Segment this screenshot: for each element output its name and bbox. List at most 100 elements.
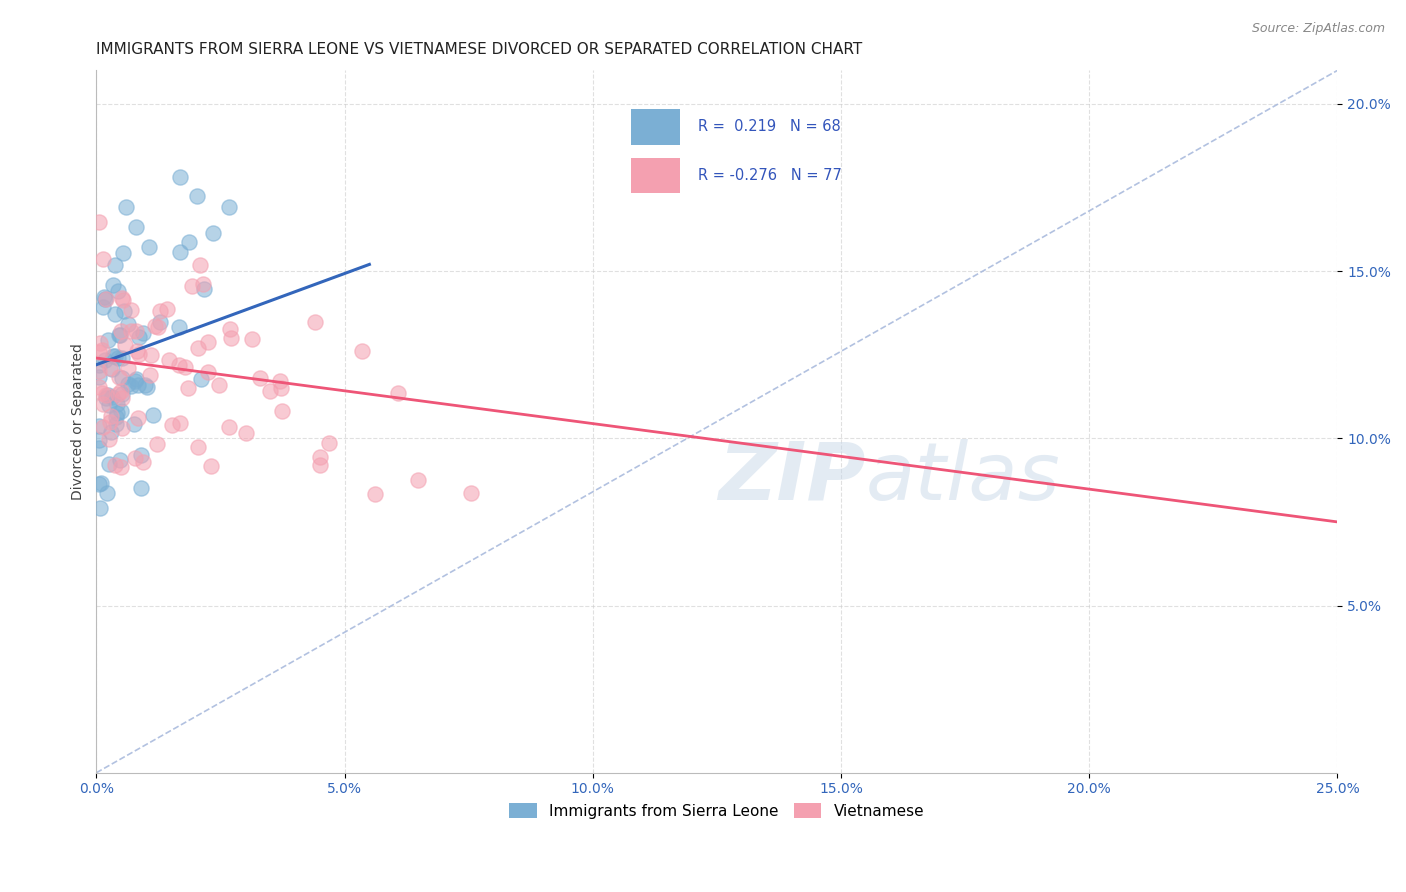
Point xyxy=(208,378,231,392)
Point xyxy=(120,324,142,338)
Point xyxy=(110,453,132,467)
Point xyxy=(169,169,191,184)
Point xyxy=(105,406,128,420)
Point xyxy=(218,420,240,434)
Point xyxy=(107,284,129,298)
Text: IMMIGRANTS FROM SIERRA LEONE VS VIETNAMESE DIVORCED OR SEPARATED CORRELATION CHA: IMMIGRANTS FROM SIERRA LEONE VS VIETNAME… xyxy=(97,42,863,57)
Point xyxy=(186,189,208,203)
Point xyxy=(132,455,155,469)
Point xyxy=(240,332,263,346)
Point xyxy=(101,361,124,376)
Point xyxy=(174,360,197,375)
Point xyxy=(105,397,128,411)
Point xyxy=(91,397,114,411)
Y-axis label: Divorced or Separated: Divorced or Separated xyxy=(72,343,86,500)
Point xyxy=(219,331,242,345)
Point xyxy=(318,436,340,450)
Point xyxy=(127,378,149,392)
Point xyxy=(142,408,165,422)
Point xyxy=(111,351,134,365)
Point xyxy=(114,338,136,352)
Text: Source: ZipAtlas.com: Source: ZipAtlas.com xyxy=(1251,22,1385,36)
Point xyxy=(138,240,160,254)
Point xyxy=(110,404,132,418)
Point xyxy=(139,368,162,383)
Point xyxy=(87,358,110,372)
Point xyxy=(87,345,110,359)
Point xyxy=(98,432,121,446)
Point xyxy=(115,200,138,214)
Point xyxy=(98,415,121,429)
Point xyxy=(132,326,155,340)
Point xyxy=(100,409,122,423)
Point xyxy=(94,391,117,405)
Point xyxy=(89,335,111,350)
Point xyxy=(180,278,202,293)
Point xyxy=(309,450,332,465)
Point xyxy=(169,416,191,430)
Point xyxy=(157,352,180,367)
Point xyxy=(149,315,172,329)
Point xyxy=(97,388,120,402)
Point xyxy=(110,392,132,406)
Point xyxy=(87,215,110,229)
Point xyxy=(96,292,118,306)
Point xyxy=(122,417,145,432)
Point xyxy=(98,398,121,412)
Point xyxy=(269,374,291,388)
Point xyxy=(90,343,112,357)
Point xyxy=(218,322,240,336)
Point xyxy=(352,343,374,358)
Point xyxy=(93,292,115,306)
Point xyxy=(96,485,118,500)
Point xyxy=(193,282,215,296)
Point xyxy=(111,291,134,305)
Point xyxy=(108,369,131,384)
Point xyxy=(187,440,209,454)
Point xyxy=(110,324,132,338)
Point xyxy=(93,290,115,304)
Point xyxy=(125,372,148,386)
Point xyxy=(104,258,127,272)
Point xyxy=(187,341,209,355)
Point xyxy=(87,370,110,384)
Point xyxy=(91,252,114,266)
Point xyxy=(136,380,159,394)
Point xyxy=(145,437,167,451)
Point xyxy=(177,381,200,395)
Point xyxy=(104,417,127,432)
Point xyxy=(308,458,330,472)
Point xyxy=(120,378,142,392)
Point xyxy=(128,347,150,361)
Point xyxy=(387,386,409,401)
Point xyxy=(90,475,112,490)
Point xyxy=(101,349,124,363)
Point xyxy=(125,324,148,338)
Point xyxy=(104,349,127,363)
Point xyxy=(124,451,146,466)
Point xyxy=(110,459,132,474)
Point xyxy=(139,348,162,362)
Point xyxy=(149,304,172,318)
Point xyxy=(129,448,152,462)
Point xyxy=(270,381,292,395)
Point xyxy=(97,334,120,348)
Point xyxy=(111,421,134,435)
Point xyxy=(117,376,139,391)
Point xyxy=(112,304,135,318)
Point xyxy=(107,351,129,366)
Point xyxy=(363,487,385,501)
Legend: Immigrants from Sierra Leone, Vietnamese: Immigrants from Sierra Leone, Vietnamese xyxy=(503,797,931,825)
Point xyxy=(108,328,131,343)
Point xyxy=(156,301,179,316)
Point xyxy=(201,226,224,240)
Point xyxy=(100,425,122,440)
Point xyxy=(304,315,326,329)
Point xyxy=(87,441,110,455)
Point xyxy=(271,403,294,417)
Point xyxy=(101,278,124,293)
Point xyxy=(93,420,115,434)
Point xyxy=(98,457,121,471)
Point xyxy=(124,374,146,388)
Text: atlas: atlas xyxy=(866,439,1060,516)
